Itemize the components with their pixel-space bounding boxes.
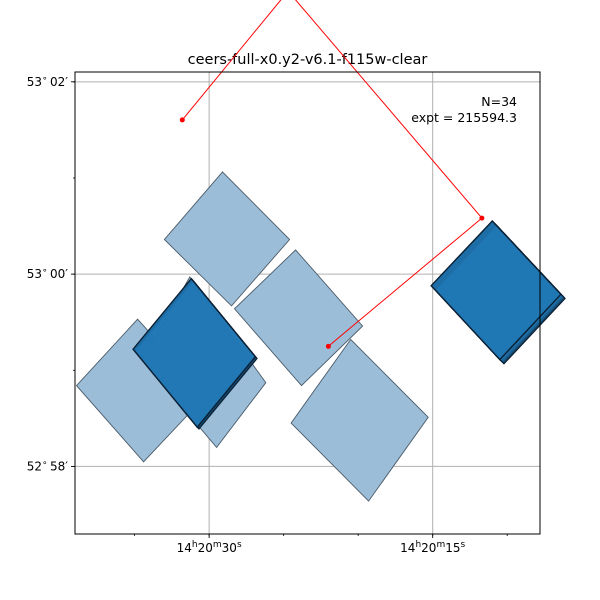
track-point-2 xyxy=(479,215,485,221)
track-line xyxy=(181,0,483,347)
footprint-tile-upper-left xyxy=(163,171,291,307)
footprint-tile-stack-central-top xyxy=(132,277,257,429)
y-tick-label-0: 53∘ 02′ xyxy=(27,74,69,89)
footprint-layer xyxy=(75,171,566,502)
footprint-tile-lower-right-layer-0 xyxy=(290,338,429,502)
footprint-tile-lower-right xyxy=(290,338,429,502)
y-tick-label-2: 52∘ 58′ xyxy=(27,458,69,473)
footprint-tile-stack-east xyxy=(430,219,566,365)
track-point-3 xyxy=(325,343,331,349)
x-tick-label-0: 14h​20m​30s​ xyxy=(177,540,242,555)
count-label: N=34 xyxy=(481,94,517,109)
footprint-tile-upper-left-layer-0 xyxy=(163,171,291,307)
axis-ticks: 14h​20m​30s​ 14h​20m​15s​ 53∘ 02′ 53∘ 00′ 52… xyxy=(27,74,508,555)
x-tick-label-1: 14h​20m​15s​ xyxy=(400,540,465,555)
footprint-tile-upper-right-layer-0 xyxy=(233,249,364,387)
footprint-tile-stack-central xyxy=(132,277,258,430)
pointing-track xyxy=(179,0,485,349)
footprint-tile-upper-right xyxy=(233,249,364,387)
track-point-0 xyxy=(179,117,185,123)
y-tick-label-1: 53∘ 00′ xyxy=(27,266,69,281)
plot-frame xyxy=(74,71,541,535)
footprint-tile-stack-east-top xyxy=(430,219,562,361)
expt-label: expt = 215594.3 xyxy=(411,110,517,125)
chart-title: ceers-full-x0.y2-v6.1-f115w-clear xyxy=(188,52,428,68)
